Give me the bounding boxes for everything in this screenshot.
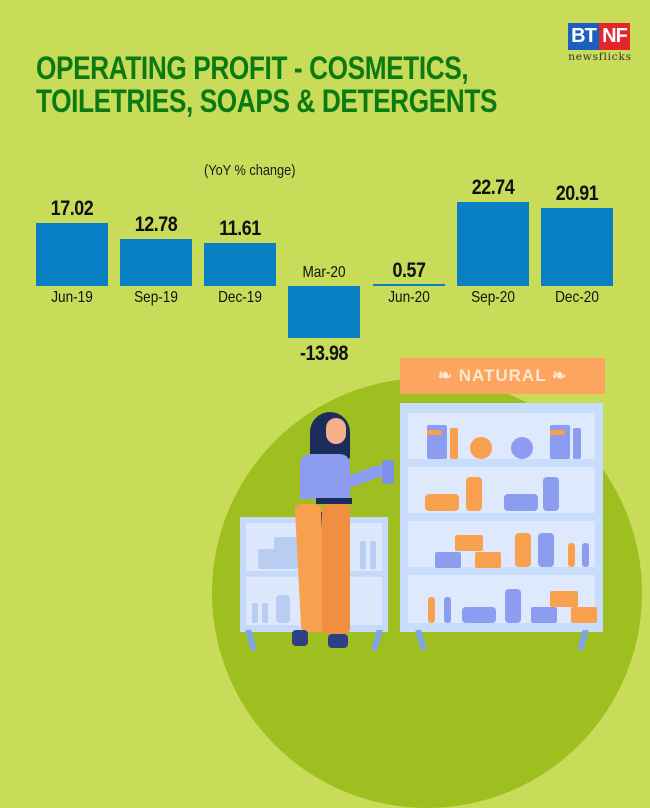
bar-jun-19	[36, 223, 108, 286]
bar-value-label: 22.74	[471, 176, 515, 199]
logo-nf: NF	[599, 23, 630, 50]
bar-category-label: Sep-19	[134, 289, 178, 306]
page-title: OPERATING PROFIT - COSMETICS, TOILETRIES…	[36, 52, 497, 118]
bar-category-label: Dec-19	[218, 289, 262, 306]
product-shelf	[400, 403, 603, 632]
leaf-icon: ❧	[552, 366, 568, 385]
right-leg	[322, 504, 350, 634]
natural-sign: ❧ NATURAL ❧	[400, 358, 605, 394]
left-shoe	[292, 630, 308, 646]
bar-category-label: Dec-20	[555, 289, 599, 306]
bar-mar-20	[288, 286, 360, 338]
title-line-1: OPERATING PROFIT - COSMETICS,	[36, 50, 469, 86]
bar-category-label: Jun-19	[51, 289, 93, 306]
bar-category-label: Sep-20	[471, 289, 515, 306]
bar-value-label: 11.61	[219, 217, 261, 240]
bar-dec-20	[541, 208, 613, 286]
leaf-icon: ❧	[437, 366, 459, 385]
bar-category-label: Jun-20	[388, 289, 430, 306]
bar-value-label: 17.02	[50, 197, 94, 220]
logo-bt: BT	[568, 23, 599, 50]
title-line-2: TOILETRIES, SOAPS & DETERGENTS	[36, 83, 498, 119]
bar-value-label: 20.91	[555, 182, 599, 205]
logo-tagline: newsflicks	[568, 51, 632, 63]
bt-nf-logo: BT NF	[568, 23, 630, 50]
sign-label: NATURAL	[458, 366, 547, 385]
bar-value-label: 12.78	[134, 213, 178, 236]
bar-dec-19	[204, 243, 276, 286]
bar-value-label: 0.57	[392, 259, 426, 282]
held-bottle	[382, 460, 394, 484]
belt	[316, 498, 352, 504]
bar-jun-20	[373, 284, 445, 286]
bar-category-label: Mar-20	[302, 264, 346, 281]
bar-sep-20	[457, 202, 529, 286]
bar-value-label: -13.98	[299, 342, 349, 365]
bar-sep-19	[120, 239, 192, 286]
sweater	[300, 454, 350, 499]
chart-subtitle: (YoY % change)	[204, 162, 296, 179]
face	[326, 418, 346, 444]
right-shoe	[328, 634, 348, 648]
